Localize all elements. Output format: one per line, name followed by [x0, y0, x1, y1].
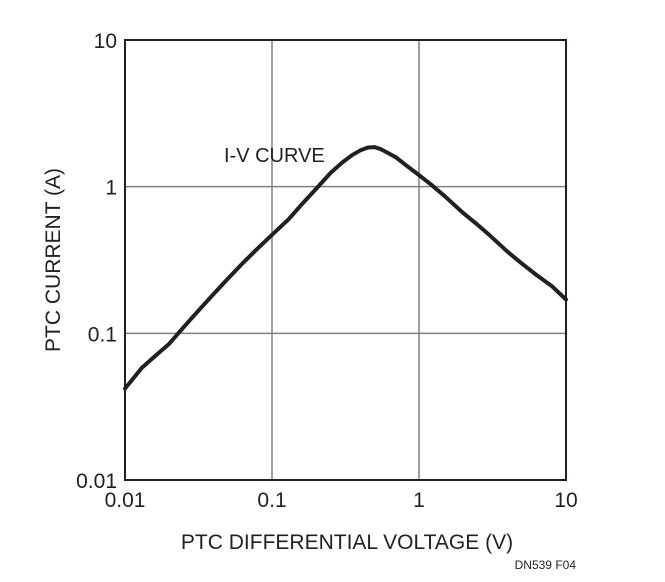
figure-id: DN539 F04	[515, 558, 577, 572]
y-axis-label: PTC CURRENT (A)	[42, 168, 65, 352]
curve-annotation: I-V CURVE	[224, 145, 325, 167]
x-tick-label: 0.01	[105, 489, 146, 512]
grid-lines	[125, 40, 566, 480]
x-tick-label: 10	[554, 489, 577, 512]
plot-area-frame	[124, 39, 567, 481]
x-tick-labels: 0.01 0.1 1 10	[105, 489, 578, 512]
y-tick-label: 10	[94, 30, 117, 53]
y-tick-label: 0.01	[76, 470, 117, 493]
x-tick-label: 1	[413, 489, 425, 512]
iv-curve-line	[123, 145, 568, 391]
x-axis-label: PTC DIFFERENTIAL VOLTAGE (V)	[181, 531, 513, 554]
y-tick-label: 1	[105, 177, 117, 200]
x-tick-label: 0.1	[257, 489, 286, 512]
y-tick-label: 0.1	[88, 323, 117, 346]
y-tick-labels: 0.01 0.1 1 10	[76, 30, 117, 493]
